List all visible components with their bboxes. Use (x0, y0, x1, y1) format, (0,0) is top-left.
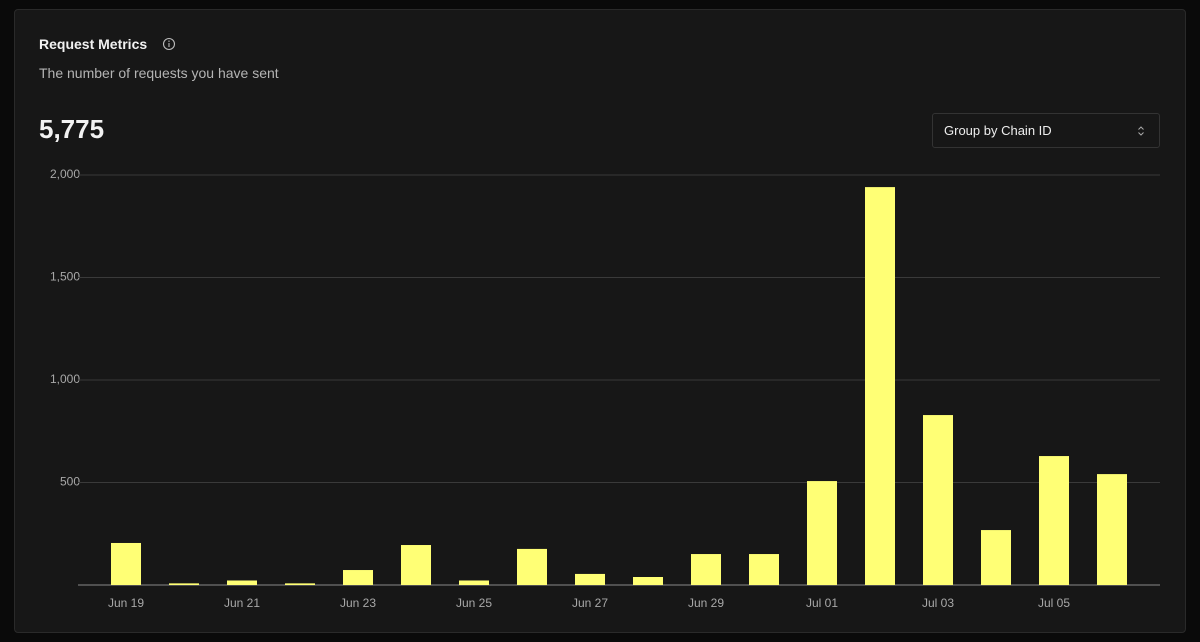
bar (1097, 474, 1127, 585)
info-icon[interactable] (162, 37, 176, 51)
x-tick-label: Jun 29 (688, 596, 724, 610)
select-label: Group by Chain ID (944, 123, 1052, 138)
bar (749, 554, 779, 585)
y-tick-label: 500 (60, 475, 80, 489)
x-tick-label: Jun 27 (572, 596, 608, 610)
card: Request Metrics The number of requests y… (14, 9, 1186, 633)
bar (807, 481, 837, 585)
x-tick-label: Jun 25 (456, 596, 492, 610)
y-tick-label: 1,500 (50, 270, 80, 284)
bar (285, 583, 315, 585)
bar (517, 548, 547, 585)
group-by-select[interactable]: Group by Chain ID (932, 113, 1160, 148)
bar (111, 542, 141, 585)
card-subtitle: The number of requests you have sent (39, 65, 279, 81)
bar (865, 187, 895, 585)
x-tick-label: Jul 03 (922, 596, 954, 610)
bar (981, 530, 1011, 585)
x-tick-label: Jun 19 (108, 596, 144, 610)
bar (343, 570, 373, 585)
card-title: Request Metrics (39, 36, 148, 52)
x-tick-label: Jun 23 (340, 596, 376, 610)
chevrons (1138, 126, 1144, 136)
bar (1039, 456, 1069, 585)
bar (633, 577, 663, 585)
y-tick-label: 2,000 (50, 167, 80, 181)
bar (227, 580, 257, 585)
total-value: 5,775 (39, 114, 105, 144)
y-tick-label: 1,000 (50, 372, 80, 386)
bar (923, 415, 953, 585)
bar (459, 580, 489, 585)
x-tick-label: Jun 21 (224, 596, 260, 610)
x-tick-label: Jul 05 (1038, 596, 1070, 610)
bar (575, 573, 605, 585)
bar (169, 583, 199, 585)
bar (691, 554, 721, 585)
bar (401, 545, 431, 585)
x-tick-label: Jul 01 (806, 596, 838, 610)
